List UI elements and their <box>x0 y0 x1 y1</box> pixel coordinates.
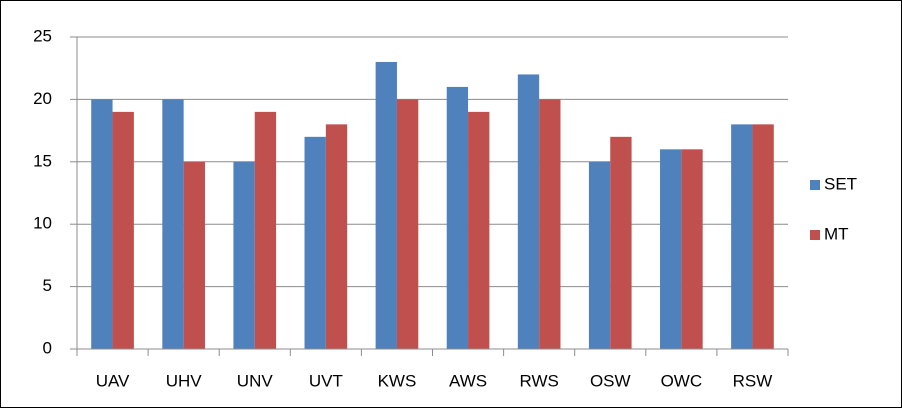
bar <box>233 161 255 349</box>
bar <box>681 149 703 349</box>
legend-label: SET <box>824 174 857 193</box>
x-tick-label: RSW <box>733 371 773 390</box>
bar <box>162 99 184 350</box>
bar <box>446 86 469 350</box>
legend-swatch <box>810 230 820 240</box>
bar <box>304 136 326 349</box>
bar <box>183 161 205 349</box>
bar <box>468 111 490 349</box>
bar <box>731 124 753 349</box>
bar <box>91 99 113 350</box>
y-tick-label: 25 <box>33 26 52 45</box>
bar <box>660 149 682 349</box>
y-tick-label: 20 <box>33 89 52 108</box>
x-tick-label: KWS <box>378 371 417 390</box>
y-tick-label: 0 <box>43 338 52 357</box>
bar <box>752 124 774 349</box>
bar <box>112 111 134 349</box>
bar <box>517 74 540 349</box>
y-tick-label: 5 <box>43 276 52 295</box>
x-tick-label: UHV <box>166 371 203 390</box>
bar <box>610 136 632 349</box>
legend-swatch <box>810 180 820 190</box>
x-tick-label: RWS <box>519 371 558 390</box>
x-tick-label: OWC <box>661 371 703 390</box>
y-tick-label: 15 <box>33 151 52 170</box>
bar <box>396 99 419 350</box>
x-tick-label: AWS <box>449 371 487 390</box>
legend-label: MT <box>824 224 849 243</box>
bar <box>325 124 348 349</box>
bar <box>588 161 611 349</box>
x-tick-label: OSW <box>590 371 631 390</box>
bar <box>375 61 397 350</box>
bar <box>539 99 561 350</box>
x-tick-label: UVT <box>309 371 343 390</box>
x-tick-label: UAV <box>96 371 130 390</box>
bar <box>254 111 277 349</box>
y-tick-label: 10 <box>33 214 52 233</box>
x-tick-label: UNV <box>237 371 274 390</box>
